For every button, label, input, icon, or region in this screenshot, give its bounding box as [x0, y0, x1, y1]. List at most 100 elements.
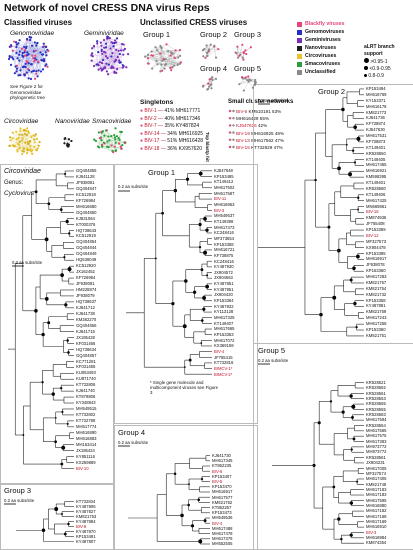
smaco-network-node: [96, 145, 100, 148]
unclassified-group1-node: [160, 69, 164, 72]
gemini-network-node: [105, 62, 108, 65]
gemini-network-edge: [114, 43, 117, 73]
tree-leaf: BIV-12: [366, 232, 379, 238]
tree-leaf: KT732802: [76, 412, 96, 418]
gemini-network-node: [115, 48, 118, 51]
circo-tree-panel: [0, 164, 114, 484]
circo-network-node: [22, 147, 25, 150]
genomo-network-node: [12, 58, 15, 61]
genomo-network-node: [32, 69, 36, 72]
circo-network-node: [28, 148, 31, 152]
genomo-network-node: [18, 59, 21, 62]
tree-leaf: KJ641736: [366, 115, 385, 121]
gemini-network-edge: [112, 43, 123, 68]
gemini-network-node: [110, 55, 113, 58]
unclassified-group3-edge: [237, 46, 240, 56]
genomo-network-edge: [30, 37, 42, 72]
circo-network-node: [16, 150, 19, 153]
legend-item: Geminiviruses: [297, 36, 345, 44]
genomo-network-edge: [41, 46, 47, 55]
tree-leaf: MH617283: [366, 274, 387, 279]
circo-network-edge: [28, 131, 39, 146]
unclassified-group5-node: [247, 75, 250, 78]
tree-leaf: KC771281: [76, 358, 96, 364]
genomo-network-edge: [33, 51, 47, 65]
unclassified-group1-edge: [156, 50, 166, 66]
group1-tree-support-node: [198, 222, 202, 227]
unclassified-group3-node: [241, 43, 244, 46]
legend-swatch: [297, 21, 302, 27]
genomo-network-node: [21, 51, 24, 55]
unclassified-group5-node: [251, 86, 255, 89]
genus-label: Genus:: [4, 180, 24, 186]
gemini-network-node: [115, 41, 118, 44]
circo-network-node: [35, 137, 39, 140]
smaco-network-node: [107, 135, 110, 138]
genomo-network-edge: [11, 46, 16, 67]
unclassified-group3-edge: [236, 51, 244, 54]
unclassified-group3-node: [242, 58, 245, 61]
smaco-network-node: [113, 136, 117, 139]
gemini-network-node: [98, 61, 101, 64]
circo-network-edge: [27, 131, 29, 151]
gemini-network-edge: [109, 38, 113, 68]
circo-network-node: [37, 144, 40, 147]
smaco-network-edge: [111, 145, 122, 149]
genomo-network-node: [25, 38, 29, 41]
gemini-network-node: [106, 35, 109, 38]
genomo-network-node: [47, 49, 50, 53]
genomo-network-node: [35, 44, 38, 47]
tree-leaf: MH617376: [212, 536, 233, 542]
tree-leaf: JX904420: [214, 292, 233, 298]
nanoviridae-label: Nanoviridae: [55, 118, 90, 125]
legend-item: Genomoviruses: [297, 28, 345, 36]
genomo-network-edge: [30, 70, 39, 80]
genomo-network-edge: [44, 46, 47, 65]
genomo-network-node: [41, 68, 45, 71]
tree-leaf: MH617345: [212, 458, 233, 464]
unclassified-group1-node: [160, 63, 163, 66]
tree-leaf: KR528564: [366, 422, 386, 428]
tree-leaf: HQ638049: [76, 257, 97, 263]
gemini-network-node: [122, 53, 125, 56]
singleton-row: ● BIV-2 — 40% MH617346: [140, 115, 201, 122]
tree-leaf: KJ547648: [214, 168, 233, 173]
legend-item: Unclassified: [297, 68, 345, 76]
tree-leaf: KM821753: [76, 514, 97, 519]
tree-leaf: KY487807: [76, 539, 96, 544]
gemini-network-edge: [93, 44, 124, 47]
smaco-network-node: [124, 141, 127, 144]
tree-leaf: MH617183: [366, 486, 387, 492]
gemini-network-node: [106, 57, 109, 60]
tree-leaf: MH973772: [366, 449, 387, 455]
group2-tree-support-node: [357, 208, 360, 211]
genomo-network-node: [33, 59, 37, 62]
smacoviridae-label: Smacoviridae: [92, 118, 132, 125]
net-group-2-label: Group 2: [200, 30, 228, 39]
unclassified-group1-edge: [148, 54, 163, 61]
legend-label: Circoviruses: [305, 53, 337, 59]
unclassified-group2-node: [209, 43, 212, 46]
smaco-network-node: [110, 144, 113, 147]
unclassified-group5-node: [238, 83, 241, 86]
smaco-network-edge: [108, 136, 126, 143]
genomo-network-edge: [18, 43, 20, 55]
unclassified-group1-node: [161, 59, 164, 62]
genomo-network-node: [15, 67, 19, 70]
tree-leaf: MH616917: [366, 256, 387, 262]
unclassified-group2-node: [206, 54, 209, 57]
tree-leaf: MH153414: [76, 441, 97, 447]
net-group-4-label: Group 4: [200, 64, 228, 73]
gemini-network-node: [103, 66, 106, 70]
smaco-network-node: [114, 138, 117, 141]
tree-leaf: MF373654: [214, 235, 235, 241]
unclassified-group5-edge: [245, 77, 256, 81]
genomo-network-node: [19, 69, 22, 72]
unclassified-group2-node: [202, 55, 205, 58]
tree-leaf: KY487884: [76, 519, 96, 524]
gemini-network-edge: [100, 58, 108, 69]
group1-tree-support-node: [184, 279, 188, 283]
legend-label: Blackfly viruses: [305, 21, 345, 27]
geminiviridae-label: Geminiviridae: [84, 30, 124, 37]
unclassified-group3-node: [244, 49, 247, 52]
